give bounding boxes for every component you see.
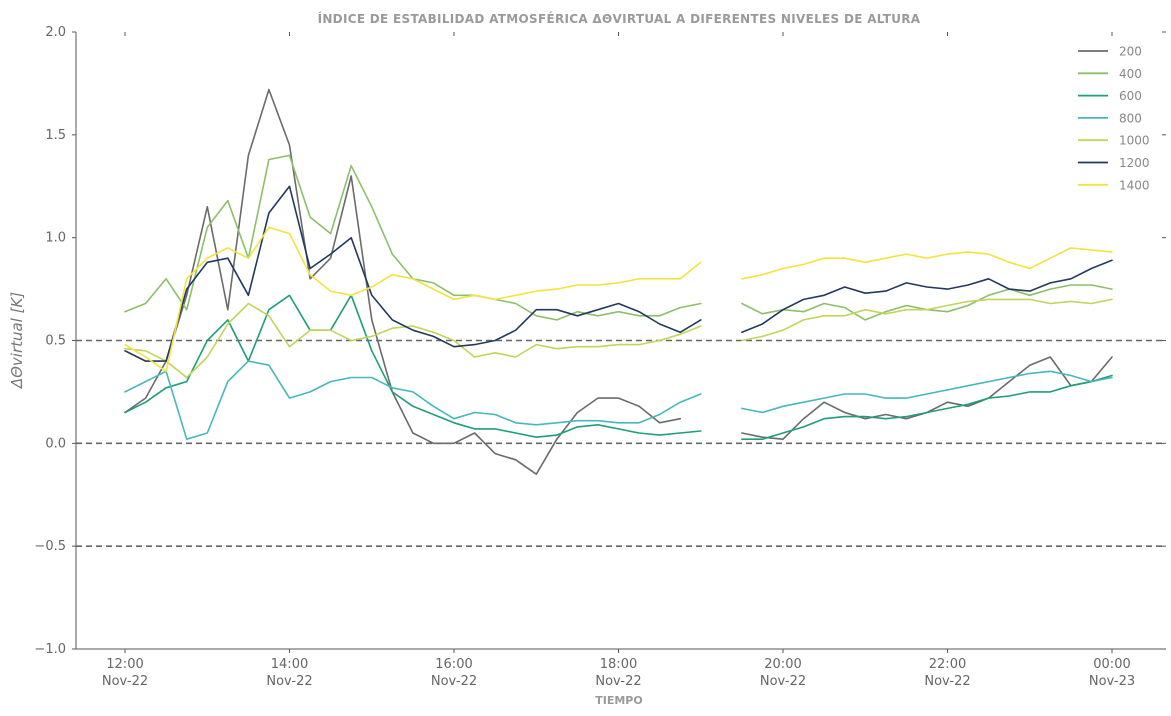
chart-title: ÍNDICE DE ESTABILIDAD ATMOSFÉRICA ΔΘVIRT… <box>318 11 921 26</box>
x-tick-label-date: Nov-22 <box>924 674 970 689</box>
reference-lines <box>76 339 1166 547</box>
series-line-400 <box>124 154 1113 321</box>
series-line-1000 <box>124 298 1113 379</box>
y-tick-label: −0.5 <box>34 539 66 554</box>
y-tick-label: −1.0 <box>34 642 66 657</box>
legend-label: 1200 <box>1119 156 1150 170</box>
series-line-1400 <box>124 226 1113 373</box>
x-tick-label: 00:00 <box>1093 657 1130 672</box>
x-tick-label: 22:00 <box>929 657 966 672</box>
y-tick-label: 1.5 <box>45 128 66 143</box>
legend-label: 1400 <box>1119 178 1150 192</box>
legend-label: 200 <box>1119 45 1142 59</box>
x-tick-label-date: Nov-22 <box>431 674 477 689</box>
y-tick-label: 1.0 <box>45 231 66 246</box>
series-line-600 <box>124 294 1113 440</box>
series-line-200 <box>124 88 1113 475</box>
x-axis-label: TIEMPO <box>595 694 642 707</box>
legend-label: 800 <box>1119 111 1142 125</box>
y-tick-label: 0.0 <box>45 436 66 451</box>
x-tick-label: 14:00 <box>271 657 308 672</box>
x-tick-label-date: Nov-22 <box>595 674 641 689</box>
series-line-1200 <box>124 185 1113 362</box>
legend-label: 1000 <box>1119 134 1150 148</box>
x-tick-label: 18:00 <box>600 657 637 672</box>
y-axis-label: ΔΘvirtual [K] <box>8 292 26 389</box>
x-tick-label-date: Nov-22 <box>266 674 312 689</box>
x-tick-label: 20:00 <box>764 657 801 672</box>
x-tick-label-date: Nov-22 <box>760 674 806 689</box>
x-tick-label: 12:00 <box>106 657 143 672</box>
y-tick-label: 2.0 <box>45 25 66 40</box>
x-tick-label-date: Nov-23 <box>1089 674 1135 689</box>
y-axis: −1.0 −0.5 0.0 0.5 1.0 1.5 2.0 <box>34 25 1166 657</box>
series-group <box>124 88 1113 475</box>
series-line-800 <box>124 360 1113 440</box>
legend-label: 600 <box>1119 89 1142 103</box>
x-axis: 12:00 Nov-22 14:00 Nov-22 16:00 Nov-22 18:00 No… <box>102 32 1135 689</box>
x-tick-label-date: Nov-22 <box>102 674 148 689</box>
legend-label: 400 <box>1119 67 1142 81</box>
y-tick-label: 0.5 <box>45 334 66 349</box>
legend: 200 400 600 800 1000 1200 1400 <box>1078 45 1150 192</box>
x-tick-label: 16:00 <box>435 657 472 672</box>
